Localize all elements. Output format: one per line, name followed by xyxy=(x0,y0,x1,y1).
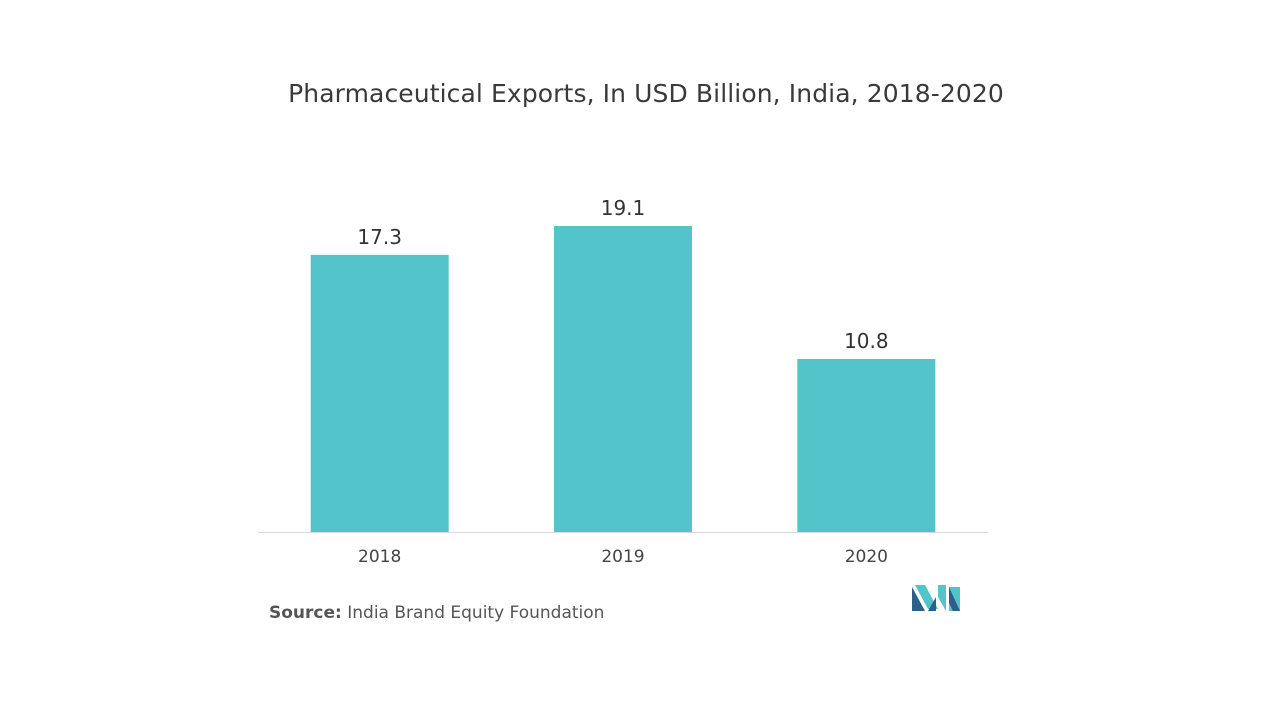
bar-2018 xyxy=(310,254,449,532)
x-tick-label-2020: 2020 xyxy=(845,547,888,567)
data-label-2019: 19.1 xyxy=(601,196,646,220)
source-key: Source: xyxy=(269,603,342,623)
chart-title: Pharmaceutical Exports, In USD Billion, … xyxy=(288,79,1004,108)
bars-group: 17.3 19.1 10.8 xyxy=(310,196,936,532)
data-label-2018: 17.3 xyxy=(357,225,402,249)
x-tick-label-2018: 2018 xyxy=(358,547,401,567)
x-tick-labels: 2018 2019 2020 xyxy=(358,547,888,567)
bar-2020 xyxy=(797,358,936,532)
x-tick-label-2019: 2019 xyxy=(601,547,644,567)
mordor-intelligence-logo-icon xyxy=(912,585,960,611)
data-label-2020: 10.8 xyxy=(844,329,889,353)
bar-2019 xyxy=(554,226,692,532)
source-text: India Brand Equity Foundation xyxy=(347,603,605,623)
source-note: Source: India Brand Equity Foundation xyxy=(269,603,604,623)
